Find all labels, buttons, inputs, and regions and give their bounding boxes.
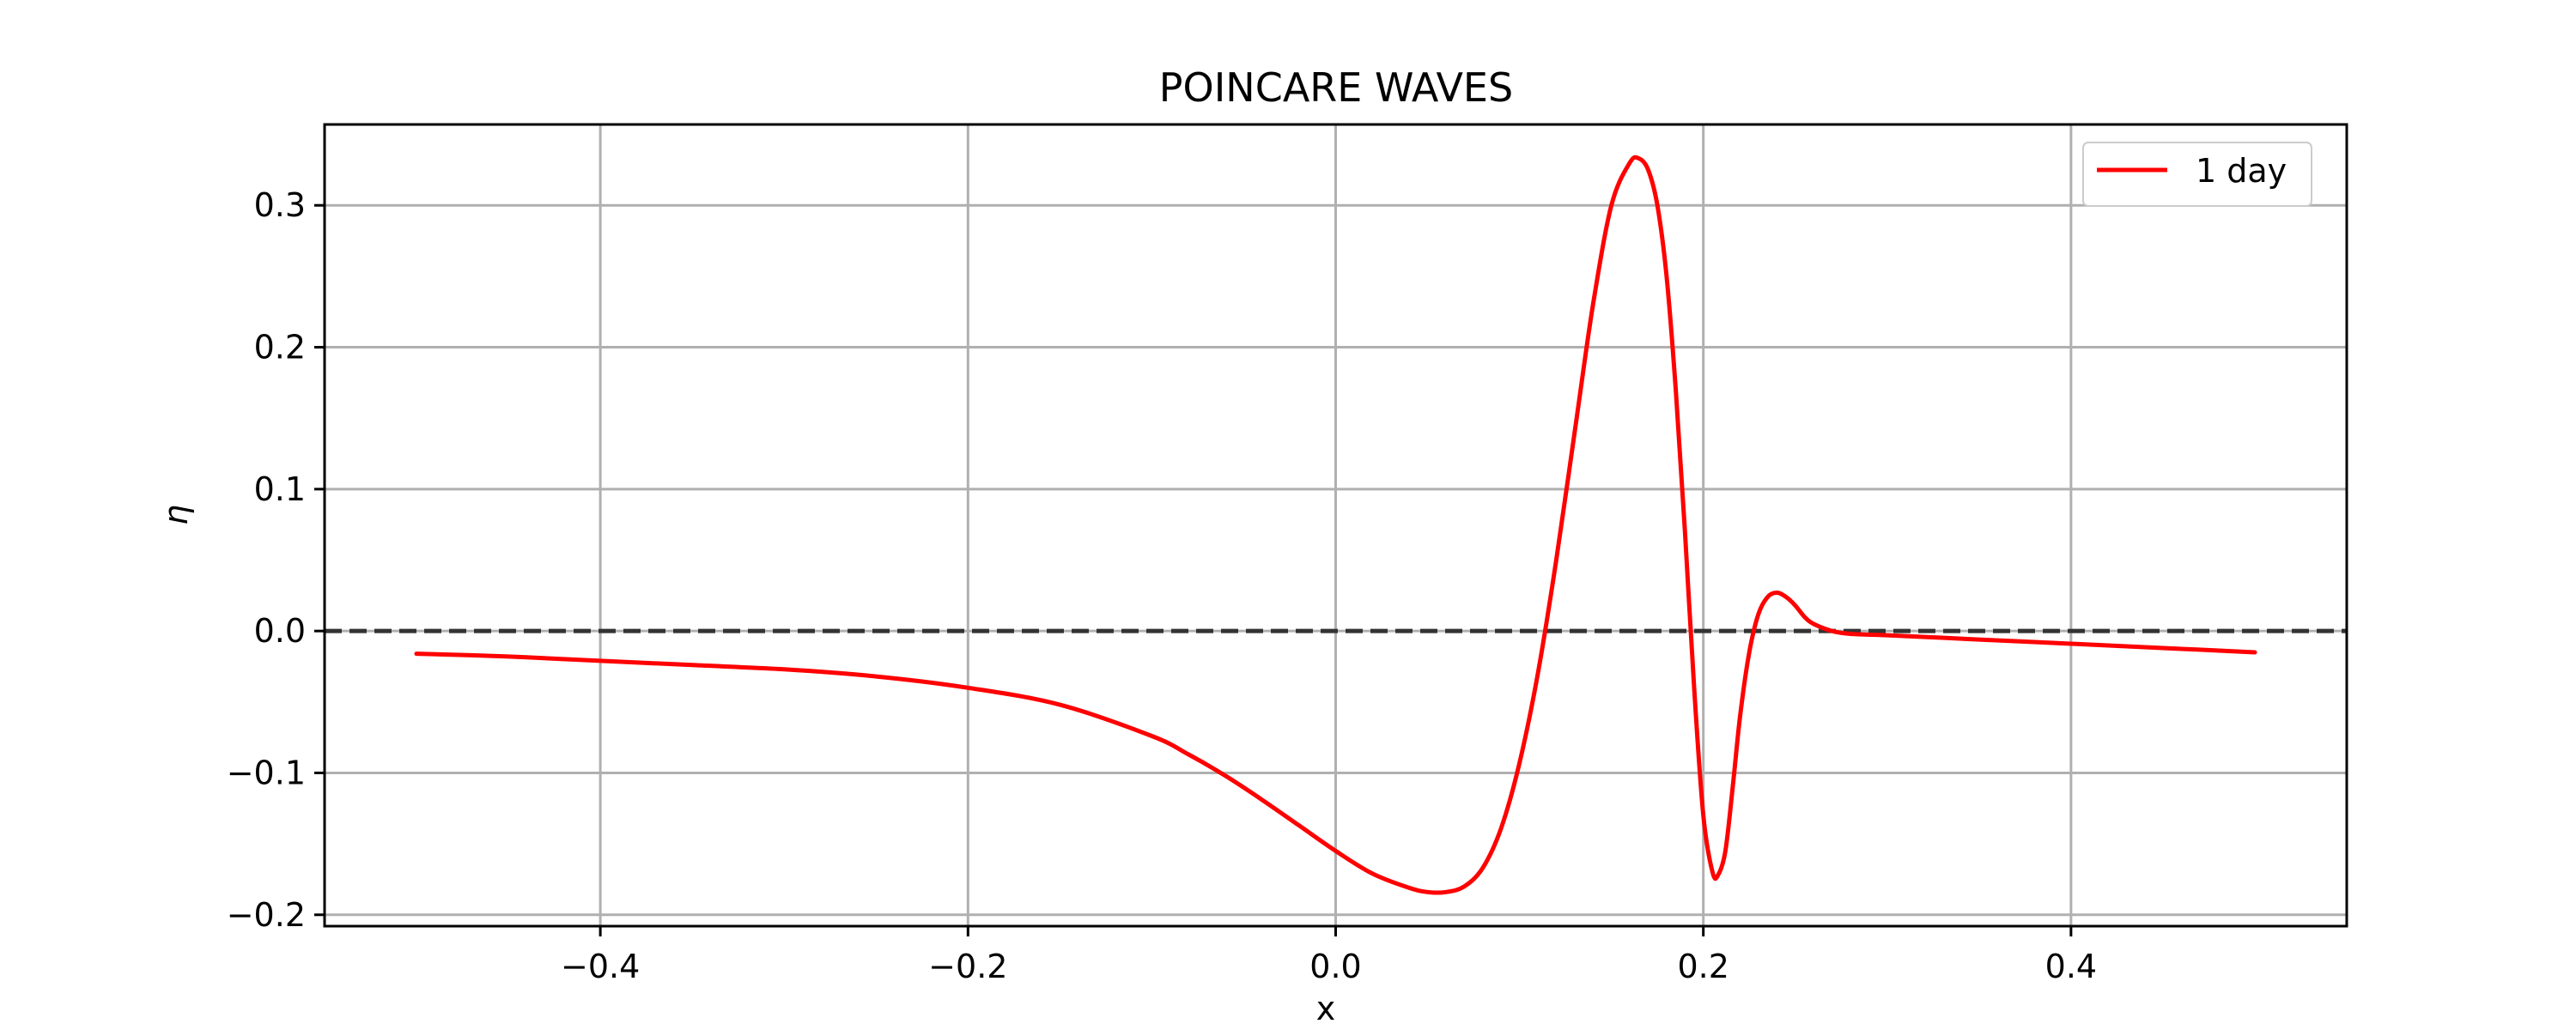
chart-title: POINCARE WAVES [1159,64,1513,111]
x-axis-ticks: −0.4 −0.2 0.0 0.2 0.4 [561,926,2097,985]
y-tick-label-3: 0.1 [254,470,306,508]
y-tick-label-5: 0.3 [254,186,306,224]
y-axis-label: η [157,505,195,525]
series-lines [414,154,2257,895]
y-tick-label-0: −0.2 [227,896,306,934]
x-tick-label-1: −0.2 [928,948,1007,985]
legend-box [2082,142,2312,207]
x-axis-label: x [1316,990,1336,1027]
series-line-0 [414,154,2257,895]
y-axis-ticks: −0.2 −0.1 0.0 0.1 0.2 0.3 [227,186,325,934]
y-tick-label-2: 0.0 [254,612,306,650]
legend-label-1-day: 1 day [2196,152,2287,190]
x-tick-label-3: 0.2 [1677,948,1728,985]
x-tick-label-4: 0.4 [2045,948,2097,985]
x-tick-label-0: −0.4 [561,948,640,985]
y-tick-label-4: 0.2 [254,329,306,367]
y-tick-label-1: −0.1 [227,754,306,791]
legend: 1 day [2082,142,2312,207]
x-tick-label-2: 0.0 [1309,948,1361,985]
